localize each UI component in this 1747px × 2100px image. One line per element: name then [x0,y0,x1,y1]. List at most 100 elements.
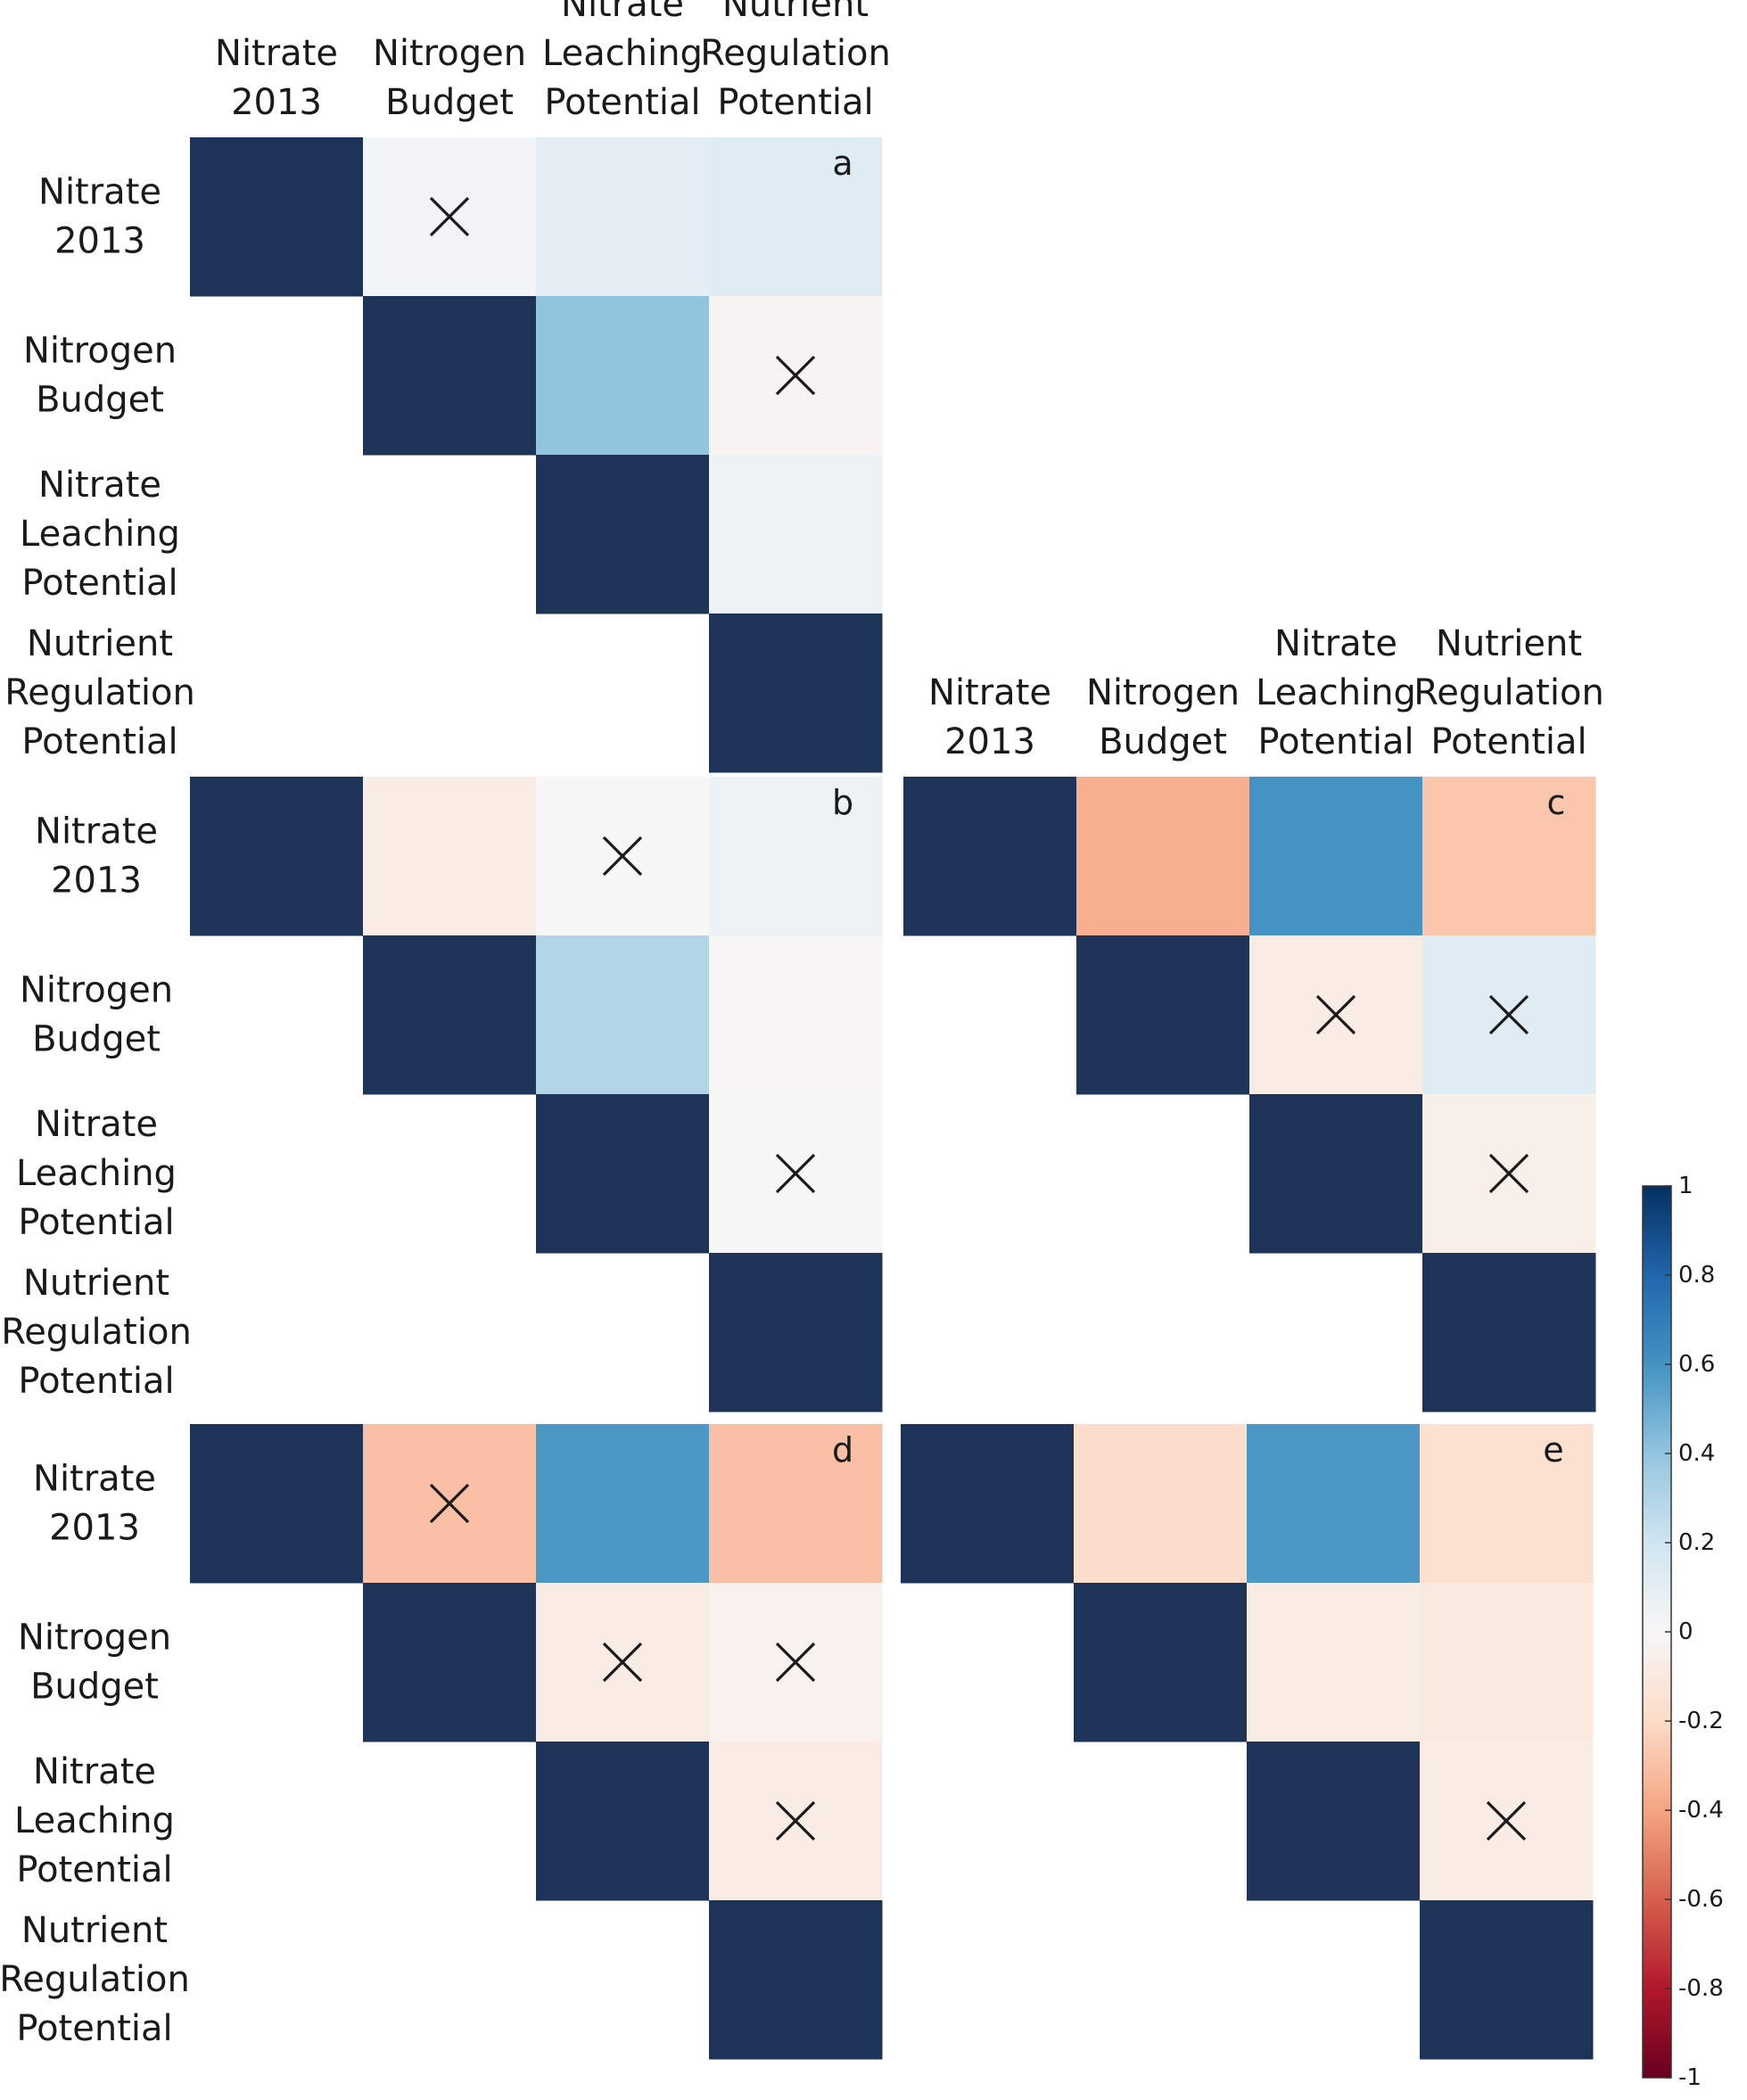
heatmap-cell-e-1-2 [1247,1583,1421,1742]
col-label-a-2: Leaching [542,33,703,74]
row-label-a-2: Leaching [20,514,180,555]
col-label-c-2: Leaching [1256,672,1416,713]
row-label-b-1: Budget [32,1019,161,1060]
cross-marker-c-1-2 [1315,994,1356,1035]
heatmap-cell-c-1-1 [1076,935,1250,1095]
col-label-a-3: Potential [717,82,873,123]
heatmap-cell-a-3-3 [709,614,883,773]
row-label-d-1: Nitrogen [18,1618,171,1659]
col-label-a-0: Nitrate [215,33,338,74]
colorbar-tick-label: -0.8 [1678,1975,1724,2002]
heatmap-cell-b-1-3 [709,935,883,1095]
col-label-c-3: Regulation [1413,672,1604,713]
heatmap-cell-b-1-1 [363,935,537,1095]
col-label-c-3: Nutrient [1436,623,1582,664]
cross-marker-d-2-3 [775,1800,816,1841]
row-label-d-3: Nutrient [21,1910,168,1951]
col-label-a-2: Potential [544,82,700,123]
cross-marker-d-1-2 [602,1642,643,1683]
row-label-d-2: Potential [16,1849,172,1890]
heatmap-cell-a-1-2 [536,296,710,456]
heatmap-cell-d-0-3 [709,1424,883,1584]
cross-marker-a-1-3 [775,355,816,396]
colorbar: 1 0.8 0.6 0.4 0.2 0 -0.2 -0.4 -0.6 -0.8 -1 [1642,1173,1724,2091]
heatmap-cells [190,137,1596,2060]
colorbar-tick-label: 1 [1678,1173,1693,1199]
heatmap-cell-d-3-3 [709,1900,883,2060]
heatmap-cell-e-0-1 [1074,1424,1248,1584]
row-label-d-2: Leaching [14,1800,175,1841]
row-label-a-0: 2013 [54,221,145,262]
heatmap-labels: a Nitrate 2013 Nitrogen Budget Nitrate Leachin… [0,0,1604,2049]
row-label-d-2: Nitrate [33,1751,156,1792]
row-label-a-1: Budget [36,380,164,421]
heatmap-cell-c-0-3 [1422,777,1596,936]
heatmap-cell-e-0-2 [1247,1424,1421,1584]
cross-marker-a-0-1 [429,196,470,237]
heatmap-cell-c-0-0 [903,777,1077,936]
col-label-c-1: Nitrogen [1086,672,1240,713]
heatmap-cell-a-0-0 [190,137,364,297]
row-label-b-2: Nitrate [35,1104,158,1145]
heatmap-cell-a-0-3 [709,137,883,297]
row-label-b-0: 2013 [51,861,142,902]
cross-marker-c-1-3 [1488,994,1529,1035]
row-label-d-0: 2013 [49,1508,140,1549]
row-label-b-3: Nutrient [23,1263,169,1304]
row-label-b-1: Nitrogen [20,970,173,1011]
colorbar-tick-label: -1 [1678,2064,1702,2091]
cross-marker-e-2-3 [1486,1800,1527,1841]
heatmap-cell-d-0-0 [190,1424,364,1584]
heatmap-cell-e-0-3 [1420,1424,1594,1584]
panel-label-b: b [832,783,853,822]
col-label-c-0: 2013 [944,721,1035,762]
heatmap-cell-a-0-2 [536,137,710,297]
panel-label-e: e [1543,1430,1563,1470]
row-label-a-0: Nitrate [38,172,161,213]
row-label-a-3: Regulation [4,672,195,713]
heatmap-cell-c-3-3 [1422,1253,1596,1412]
row-label-a-3: Potential [21,721,177,762]
heatmap-cell-a-1-1 [363,296,537,456]
col-label-c-3: Potential [1430,721,1586,762]
row-label-d-0: Nitrate [33,1459,156,1500]
col-label-a-3: Regulation [700,33,891,74]
heatmap-cell-b-0-3 [709,777,883,936]
row-label-a-3: Nutrient [27,623,173,664]
nonsignificant-markers [429,196,1529,1841]
col-label-a-1: Nitrogen [373,33,526,74]
row-label-a-2: Nitrate [38,465,161,506]
row-label-d-1: Budget [30,1667,159,1708]
col-label-a-3: Nutrient [722,0,869,25]
row-label-d-3: Potential [16,2008,172,2049]
row-label-b-2: Potential [18,1202,174,1243]
heatmap-cell-e-2-2 [1247,1742,1421,1901]
colorbar-tick-label: -0.6 [1678,1886,1724,1913]
cross-marker-d-0-1 [429,1483,470,1524]
heatmap-cell-b-1-2 [536,935,710,1095]
colorbar-tick-label: 0.2 [1678,1529,1715,1556]
heatmap-cell-d-2-2 [536,1742,710,1901]
heatmap-cell-e-3-3 [1420,1900,1594,2060]
heatmap-cell-a-2-2 [536,455,710,614]
colorbar-tick-label: -0.4 [1678,1797,1724,1824]
panel-label-c: c [1547,783,1566,822]
col-label-c-1: Budget [1099,721,1227,762]
heatmap-cell-e-0-0 [901,1424,1075,1584]
heatmap-cell-e-1-3 [1420,1583,1594,1742]
colorbar-tick-label: 0.8 [1678,1262,1715,1289]
col-label-a-2: Nitrate [561,0,684,25]
colorbar-tick-label: -0.2 [1678,1708,1724,1734]
colorbar-tick-label: 0.6 [1678,1351,1715,1378]
row-label-b-2: Leaching [16,1153,177,1194]
cross-marker-d-1-3 [775,1642,816,1683]
colorbar-tick-label: 0 [1678,1618,1693,1645]
panel-label-a: a [832,144,853,183]
cross-marker-c-2-3 [1488,1153,1529,1194]
colorbar-tick-label: 0.4 [1678,1440,1715,1467]
row-label-a-1: Nitrogen [23,331,177,372]
heatmap-cell-b-0-1 [363,777,537,936]
heatmap-cell-c-0-2 [1249,777,1423,936]
cross-marker-b-0-2 [602,836,643,877]
